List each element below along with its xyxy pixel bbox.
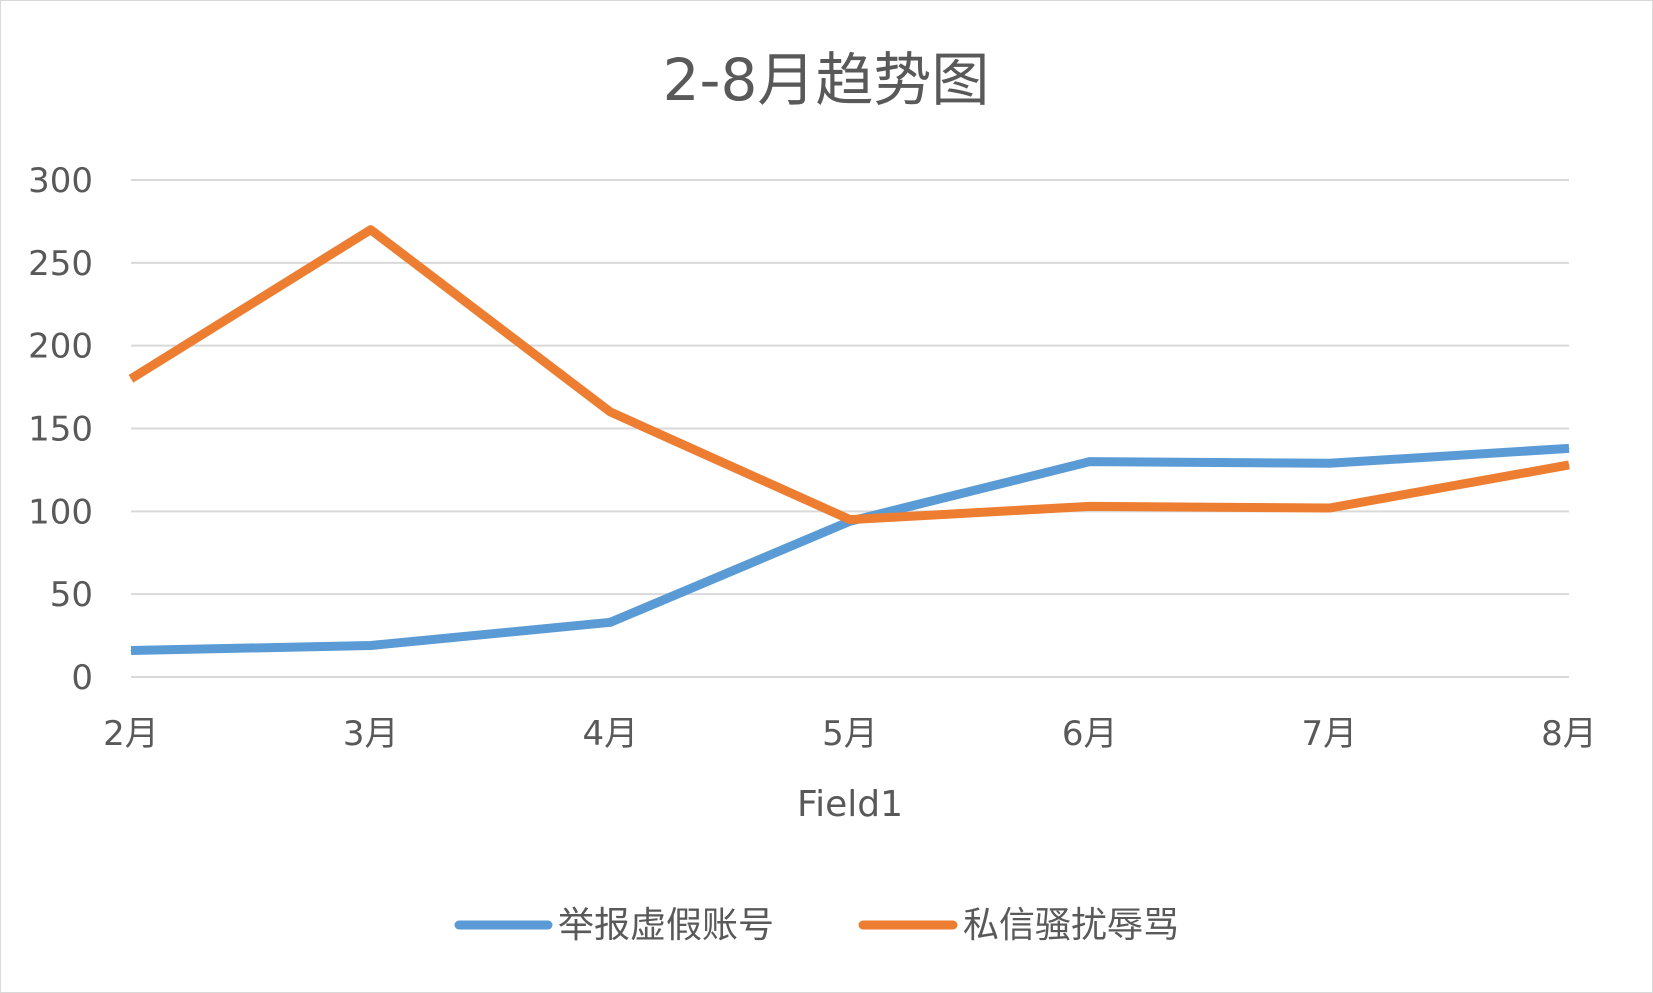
legend-label: 举报虚假账号 — [558, 905, 774, 946]
legend-item: 私信骚扰辱骂 — [858, 905, 1179, 946]
legend: 举报虚假账号 私信骚扰辱骂 — [454, 905, 1179, 946]
data-point — [1328, 507, 1330, 509]
data-point — [130, 649, 132, 651]
data-point — [1568, 447, 1570, 449]
data-point — [849, 519, 851, 521]
series-1 — [130, 443, 1570, 655]
x-axis-tick-labels: 2月 3月 4月 5月 6月 7月 8月 — [103, 714, 1597, 754]
series-2 — [128, 225, 1570, 525]
legend-item: 举报虚假账号 — [454, 905, 774, 946]
data-point — [1568, 464, 1570, 466]
x-tick-label: 7月 — [1302, 714, 1358, 754]
x-tick-label: 3月 — [343, 714, 399, 754]
series-line — [130, 443, 1570, 655]
y-axis-tick-labels: 0 50 100 150 200 250 300 — [28, 161, 93, 698]
y-tick-label: 250 — [28, 244, 93, 284]
series-lines — [128, 225, 1570, 655]
gridlines — [131, 179, 1569, 678]
chart-title: 2-8月趋势图 — [663, 46, 990, 114]
x-axis-title: Field1 — [797, 784, 903, 825]
series-line — [128, 225, 1570, 525]
x-tick-label: 2月 — [103, 714, 159, 754]
data-point — [1328, 462, 1330, 464]
y-tick-label: 50 — [50, 575, 93, 615]
data-point — [1089, 505, 1091, 507]
y-tick-label: 0 — [71, 658, 93, 698]
data-point — [1089, 461, 1091, 463]
data-point — [609, 621, 611, 623]
y-tick-label: 150 — [28, 410, 93, 450]
x-tick-label: 8月 — [1541, 714, 1597, 754]
x-tick-label: 4月 — [583, 714, 639, 754]
data-point — [370, 229, 372, 231]
data-point — [609, 411, 611, 413]
y-tick-label: 300 — [28, 161, 93, 201]
y-tick-label: 100 — [28, 492, 93, 532]
x-tick-label: 5月 — [822, 714, 878, 754]
y-tick-label: 200 — [28, 327, 93, 367]
legend-label: 私信骚扰辱骂 — [963, 905, 1179, 946]
data-point — [370, 645, 372, 647]
x-tick-label: 6月 — [1062, 714, 1118, 754]
data-point — [130, 378, 132, 380]
